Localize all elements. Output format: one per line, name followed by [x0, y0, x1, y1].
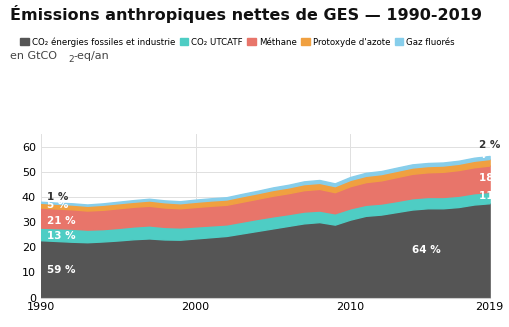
- Text: Émissions anthropiques nettes de GES — 1990-2019: Émissions anthropiques nettes de GES — 1…: [10, 5, 481, 23]
- Text: 1 %: 1 %: [47, 193, 68, 202]
- Text: en GtCO: en GtCO: [10, 51, 57, 61]
- Text: 5 %: 5 %: [47, 200, 68, 210]
- Text: 2 %: 2 %: [478, 140, 499, 150]
- Text: 59 %: 59 %: [47, 265, 75, 275]
- Text: 4 %: 4 %: [478, 150, 499, 161]
- Legend: CO₂ énergies fossiles et industrie, CO₂ UTCATF, Méthane, Protoxyde d'azote, Gaz : CO₂ énergies fossiles et industrie, CO₂ …: [20, 37, 454, 46]
- Text: 64 %: 64 %: [411, 245, 440, 255]
- Text: 11 %: 11 %: [478, 191, 506, 201]
- Text: 13 %: 13 %: [47, 231, 75, 241]
- Text: 18 %: 18 %: [478, 173, 506, 183]
- Text: 2: 2: [69, 55, 74, 64]
- Text: -eq/an: -eq/an: [74, 51, 109, 61]
- Text: 21 %: 21 %: [47, 216, 75, 226]
